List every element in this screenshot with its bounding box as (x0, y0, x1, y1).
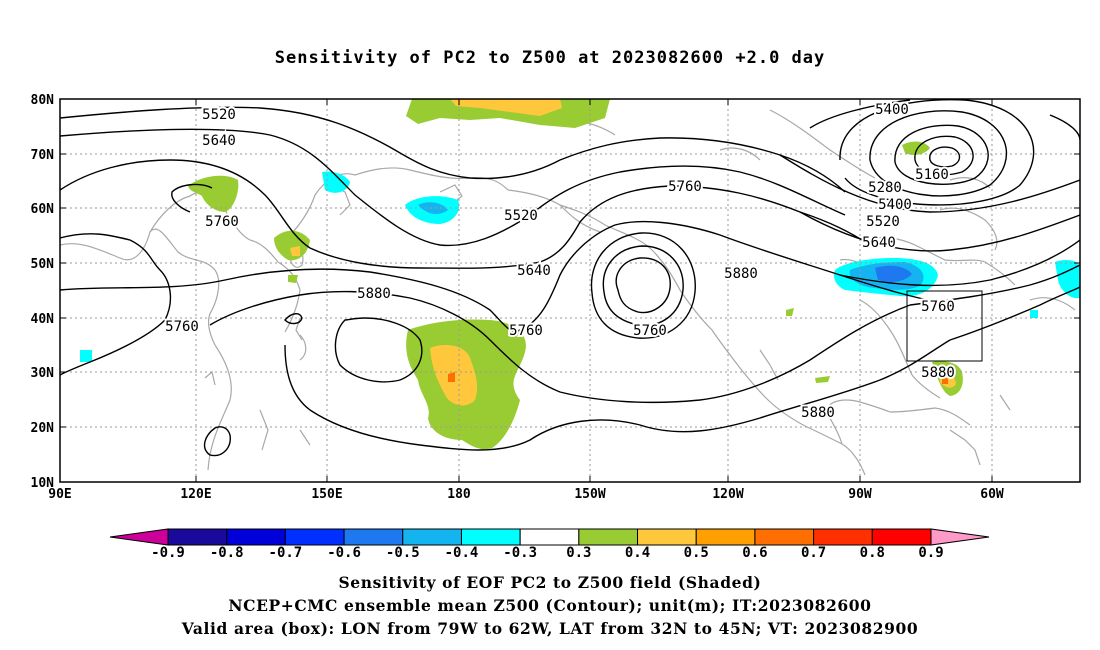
colorbar-label: 0.8 (860, 545, 885, 561)
lon-label: 90E (48, 487, 71, 502)
colorbar-cell (695, 528, 756, 546)
negative-region (322, 171, 350, 193)
colorbar-label: -0.9 (151, 545, 185, 561)
colorbar: -0.9 -0.8 -0.7 -0.6 -0.5 -0.4 -0.3 0.3 0.4 0.5 0.6… (109, 528, 990, 561)
positive-region (448, 372, 455, 382)
positive-region (188, 175, 239, 212)
contour-label: 5640 (202, 133, 236, 149)
axis-ticks (60, 98, 1080, 482)
colorbar-cell (226, 528, 286, 546)
lon-label: 60W (980, 487, 1004, 502)
positive-region (902, 141, 930, 156)
lat-label: 80N (31, 93, 55, 108)
colorbar-cell (754, 528, 815, 546)
lat-label: 70N (31, 148, 55, 163)
colorbar-label: 0.3 (566, 545, 591, 561)
negative-region (875, 265, 912, 282)
contour-label: 5280 (868, 180, 902, 196)
positive-region (288, 275, 298, 283)
lon-label: 120W (712, 487, 743, 502)
contour-label: 5880 (357, 286, 391, 302)
colorbar-cell (813, 528, 873, 546)
negative-region (418, 202, 448, 215)
sensitivity-shading (80, 99, 1080, 450)
lon-labels: 90E 120E 150E 180 150W 120W 90W 60W (48, 487, 1004, 502)
contour-label: 5520 (866, 214, 900, 230)
colorbar-label: 0.6 (742, 545, 767, 561)
lon-label: 120E (180, 487, 211, 502)
contour-label: 5760 (668, 179, 702, 195)
contour-label: 5400 (878, 197, 912, 213)
positive-region (274, 230, 310, 261)
colorbar-label: -0.4 (445, 545, 479, 561)
lat-label: 30N (31, 366, 55, 381)
colorbar-label: -0.6 (327, 545, 361, 561)
colorbar-cell (578, 528, 639, 546)
contour-label: 5760 (921, 299, 955, 315)
colorbar-label: -0.3 (503, 545, 537, 561)
colorbar-cell (637, 528, 697, 546)
negative-region (1055, 260, 1080, 299)
caption-line-3: Valid area (box): LON from 79W to 62W, L… (181, 619, 919, 638)
lon-label: 90W (848, 487, 872, 502)
colorbar-cell (343, 528, 404, 546)
colorbar-left-arrow (109, 528, 169, 546)
contour-label: 5760 (633, 323, 667, 339)
valid-area-box (906, 290, 983, 362)
positive-region (786, 308, 794, 316)
contour-label: 5640 (862, 235, 896, 251)
contour-label: 5760 (509, 323, 543, 339)
lon-label: 180 (447, 487, 471, 502)
lon-label: 150W (574, 487, 605, 502)
z500-contours (60, 99, 1080, 457)
positive-region (450, 99, 562, 116)
positive-region (942, 378, 948, 384)
colorbar-cell (402, 528, 462, 546)
colorbar-cell (167, 528, 228, 546)
colorbar-label: 0.5 (684, 545, 709, 561)
lat-labels: 80N 70N 60N 50N 40N 30N 20N 10N (31, 93, 55, 491)
negative-region (1030, 310, 1038, 318)
lat-label: 10N (31, 476, 55, 491)
coastlines (60, 109, 1076, 476)
map-frame (59, 98, 1081, 483)
gridlines (60, 99, 1080, 482)
contour-label: 5760 (205, 214, 239, 230)
colorbar-label: 0.9 (918, 545, 943, 561)
chart-title: Sensitivity of PC2 to Z500 at 2023082600… (274, 48, 826, 68)
colorbar-label: 0.7 (801, 545, 826, 561)
negative-region (80, 350, 92, 362)
colorbar-cell (460, 528, 521, 546)
contour-label: 5160 (915, 167, 949, 183)
caption-line-2: NCEP+CMC ensemble mean Z500 (Contour); u… (228, 596, 872, 615)
lat-label: 20N (31, 421, 55, 436)
contour-label: 5880 (921, 365, 955, 381)
lat-label: 40N (31, 312, 55, 327)
lat-label: 50N (31, 257, 55, 272)
lat-label: 60N (31, 202, 55, 217)
contour-label: 5760 (165, 319, 199, 335)
colorbar-cell (871, 528, 932, 546)
positive-region (290, 246, 300, 256)
colorbar-cell (519, 528, 580, 546)
colorbar-cell (284, 528, 345, 546)
colorbar-label: -0.5 (386, 545, 420, 561)
contour-label: 5520 (202, 107, 236, 123)
colorbar-right-arrow (930, 528, 990, 546)
lon-label: 150E (311, 487, 342, 502)
contour-label: 5400 (875, 102, 909, 118)
colorbar-label: -0.8 (210, 545, 244, 561)
positive-region (815, 376, 830, 383)
contour-label: 5880 (801, 405, 835, 421)
contour-label-group: 5520 5640 5760 5520 5640 5760 5880 5880 … (163, 100, 957, 423)
contour-label: 5640 (517, 263, 551, 279)
caption-line-1: Sensitivity of EOF PC2 to Z500 field (Sh… (338, 573, 762, 592)
contour-label: 5880 (724, 266, 758, 282)
colorbar-label: -0.7 (269, 545, 303, 561)
colorbar-label: 0.4 (625, 545, 650, 561)
contour-label: 5520 (504, 208, 538, 224)
